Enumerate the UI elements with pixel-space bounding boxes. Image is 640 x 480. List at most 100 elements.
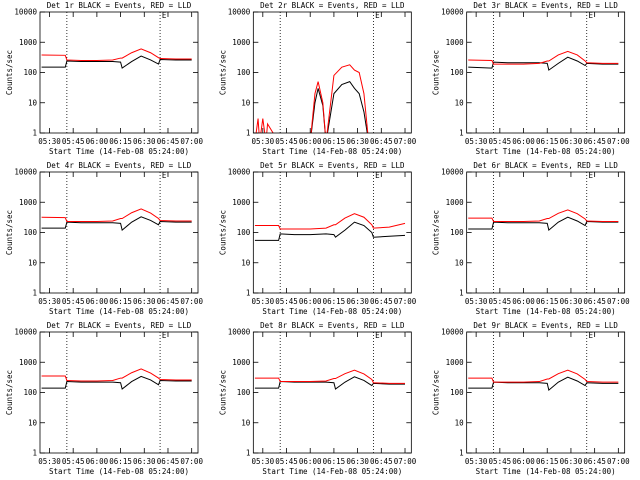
x-tick-label: 05:30 bbox=[465, 457, 488, 466]
y-tick-label: 1000 bbox=[232, 358, 251, 367]
x-tick-label: 07:00 bbox=[180, 137, 203, 146]
x-tick-label: 05:45 bbox=[62, 297, 85, 306]
y-tick-label: 10000 bbox=[14, 168, 37, 177]
x-tick-label: 06:00 bbox=[299, 297, 322, 306]
x-tick-label: 06:30 bbox=[133, 457, 156, 466]
y-tick-label: 1 bbox=[246, 449, 251, 458]
y-tick-label: 10 bbox=[28, 418, 38, 427]
annotation: E bbox=[162, 171, 167, 180]
x-axis-title: Start Time (14-Feb-08 05:24:00) bbox=[262, 147, 402, 156]
x-axis-title: Start Time (14-Feb-08 05:24:00) bbox=[476, 307, 616, 316]
chart-title: Det 8r BLACK = Events, RED = LLD bbox=[260, 321, 405, 330]
data-line bbox=[468, 50, 619, 65]
x-axis-title: Start Time (14-Feb-08 05:24:00) bbox=[262, 307, 402, 316]
x-tick-label: 06:45 bbox=[157, 137, 180, 146]
plot-frame bbox=[252, 331, 412, 454]
x-axis-title: Start Time (14-Feb-08 05:24:00) bbox=[49, 307, 189, 316]
plot-frame bbox=[466, 11, 626, 134]
chart-title: Det 9r BLACK = Events, RED = LLD bbox=[473, 321, 618, 330]
data-line bbox=[41, 216, 192, 232]
y-axis-title: Counts/sec bbox=[218, 210, 227, 255]
y-tick-label: 100 bbox=[23, 228, 37, 237]
x-tick-label: 06:15 bbox=[109, 137, 132, 146]
panel: Det 2r BLACK = Events, RED = LLD Start Ti… bbox=[218, 1, 416, 156]
y-tick-label: 10000 bbox=[441, 168, 464, 177]
x-tick-label: 06:15 bbox=[109, 297, 132, 306]
data-line bbox=[41, 368, 192, 382]
plot-frame bbox=[39, 171, 199, 294]
y-tick-label: 10000 bbox=[228, 328, 251, 337]
data-line bbox=[468, 209, 619, 223]
plot-frame bbox=[39, 11, 199, 134]
y-axis-title: Counts/sec bbox=[432, 370, 441, 415]
y-tick-label: 10 bbox=[241, 98, 251, 107]
x-tick-label: 05:45 bbox=[489, 297, 512, 306]
x-tick-label: 05:30 bbox=[465, 137, 488, 146]
plot-frame bbox=[466, 331, 626, 454]
x-tick-label: 06:30 bbox=[560, 137, 583, 146]
x-tick-label: 05:45 bbox=[489, 457, 512, 466]
y-tick-label: 100 bbox=[23, 68, 37, 77]
chart-title: Det 1r BLACK = Events, RED = LLD bbox=[47, 1, 192, 10]
x-tick-label: 06:00 bbox=[299, 457, 322, 466]
x-tick-label: 06:30 bbox=[560, 297, 583, 306]
y-tick-label: 1 bbox=[459, 289, 464, 298]
annotation: E bbox=[375, 331, 380, 340]
y-tick-label: 1000 bbox=[232, 198, 251, 207]
x-tick-label: 06:00 bbox=[86, 457, 109, 466]
y-axis-title: Counts/sec bbox=[432, 50, 441, 95]
x-axis-title: Start Time (14-Feb-08 05:24:00) bbox=[49, 467, 189, 476]
y-tick-label: 1 bbox=[459, 449, 464, 458]
panel: Det 1r BLACK = Events, RED = LLD Start Ti… bbox=[5, 1, 203, 156]
chart-title: Det 4r BLACK = Events, RED = LLD bbox=[47, 161, 192, 170]
y-tick-label: 1000 bbox=[446, 38, 465, 47]
x-tick-label: 06:30 bbox=[346, 297, 369, 306]
x-axis-title: Start Time (14-Feb-08 05:24:00) bbox=[262, 467, 402, 476]
y-tick-label: 100 bbox=[23, 388, 37, 397]
plot-frame bbox=[39, 331, 199, 454]
x-tick-label: 06:30 bbox=[560, 457, 583, 466]
data-line bbox=[468, 56, 619, 71]
x-tick-label: 05:30 bbox=[38, 457, 61, 466]
y-tick-label: 1 bbox=[32, 289, 37, 298]
panel: Det 8r BLACK = Events, RED = LLD Start Ti… bbox=[218, 321, 416, 476]
y-tick-label: 10 bbox=[455, 418, 465, 427]
x-tick-label: 06:45 bbox=[370, 457, 393, 466]
x-tick-label: 07:00 bbox=[394, 297, 417, 306]
y-tick-label: 100 bbox=[237, 388, 251, 397]
x-tick-label: 05:45 bbox=[275, 457, 298, 466]
x-tick-label: 06:30 bbox=[346, 137, 369, 146]
y-axis-title: Counts/sec bbox=[218, 50, 227, 95]
x-tick-label: 05:45 bbox=[275, 137, 298, 146]
y-tick-label: 100 bbox=[237, 228, 251, 237]
y-tick-label: 100 bbox=[450, 388, 464, 397]
y-tick-label: 10000 bbox=[228, 168, 251, 177]
x-tick-label: 06:45 bbox=[583, 457, 606, 466]
x-tick-label: 06:00 bbox=[512, 137, 535, 146]
x-tick-label: 06:30 bbox=[346, 457, 369, 466]
x-tick-label: 07:00 bbox=[607, 457, 630, 466]
plot-frame bbox=[252, 171, 412, 294]
data-line bbox=[41, 208, 192, 223]
x-tick-label: 05:45 bbox=[275, 297, 298, 306]
annotation: E bbox=[588, 11, 593, 20]
panel: Det 3r BLACK = Events, RED = LLD Start Ti… bbox=[432, 1, 630, 156]
x-tick-label: 06:15 bbox=[323, 137, 346, 146]
plot-frame bbox=[252, 11, 412, 134]
x-axis-title: Start Time (14-Feb-08 05:24:00) bbox=[49, 147, 189, 156]
panel: Det 5r BLACK = Events, RED = LLD Start Ti… bbox=[218, 161, 416, 316]
x-tick-label: 06:45 bbox=[370, 137, 393, 146]
y-tick-label: 1 bbox=[32, 129, 37, 138]
data-line bbox=[254, 369, 406, 384]
x-tick-label: 06:45 bbox=[157, 457, 180, 466]
x-tick-label: 06:45 bbox=[370, 297, 393, 306]
y-tick-label: 10 bbox=[28, 98, 38, 107]
x-tick-label: 06:15 bbox=[323, 457, 346, 466]
x-tick-label: 05:30 bbox=[38, 137, 61, 146]
chart-title: Det 3r BLACK = Events, RED = LLD bbox=[473, 1, 618, 10]
annotation: E bbox=[375, 11, 380, 20]
y-tick-label: 1 bbox=[459, 129, 464, 138]
data-line bbox=[254, 213, 406, 230]
x-tick-label: 07:00 bbox=[394, 457, 417, 466]
